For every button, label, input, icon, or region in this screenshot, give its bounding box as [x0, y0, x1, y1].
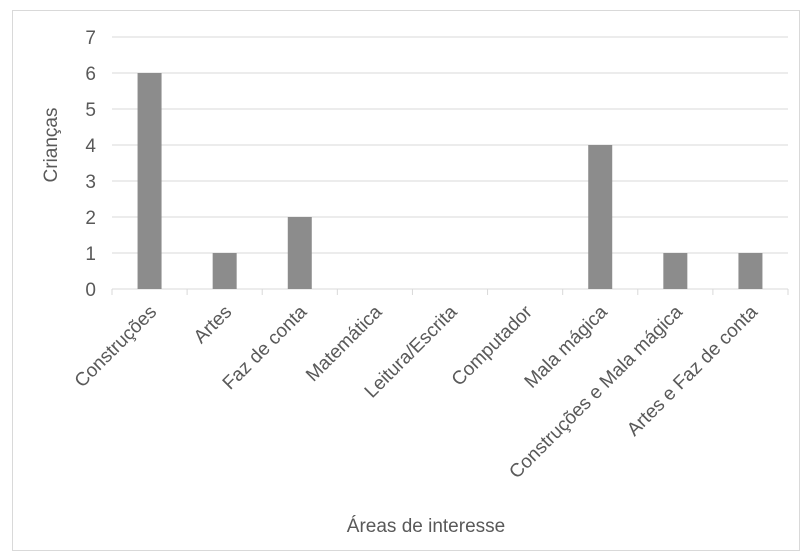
bar	[588, 145, 612, 289]
bar	[138, 73, 162, 289]
y-tick-label: 1	[85, 244, 96, 265]
x-tick-label: Construções	[71, 302, 161, 392]
bar	[663, 253, 687, 289]
y-tick-label: 3	[85, 172, 96, 193]
x-tick-label: Artes e Faz de conta	[623, 301, 762, 440]
y-axis-title: Crianças	[41, 108, 62, 183]
y-tick-label: 2	[85, 208, 96, 229]
x-tick-label: Artes	[190, 302, 236, 348]
y-tick-label: 5	[85, 100, 96, 121]
y-tick-label: 6	[85, 64, 96, 85]
y-tick-label: 0	[85, 280, 96, 301]
bar	[288, 217, 312, 289]
bar	[738, 253, 762, 289]
x-axis-title: Áreas de interesse	[347, 516, 505, 537]
bar	[213, 253, 237, 289]
y-tick-label: 4	[85, 136, 96, 157]
y-tick-label: 7	[85, 28, 96, 49]
y-tick-labels: 0 1 2 3 4 5 6 7	[85, 28, 96, 301]
